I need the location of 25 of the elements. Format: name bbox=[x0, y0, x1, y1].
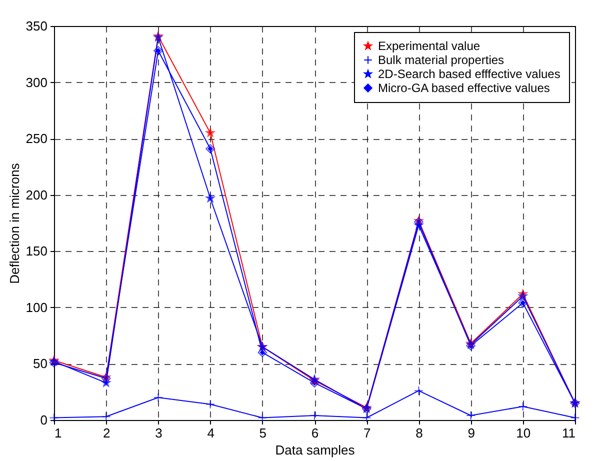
x-tick-label: 2 bbox=[102, 426, 110, 440]
y-tick-label: 150 bbox=[26, 244, 48, 259]
y-tick-label: 0 bbox=[40, 412, 48, 428]
legend-label: 2D-Search based efffective values bbox=[378, 67, 560, 81]
y-tick-label: 300 bbox=[26, 74, 48, 90]
x-tick-label: 6 bbox=[311, 426, 319, 440]
x-tick-label: 1 bbox=[54, 426, 62, 440]
x-tick-label: 7 bbox=[363, 426, 371, 440]
legend-label: Experimental value bbox=[378, 39, 480, 53]
y-tick-label: 50 bbox=[33, 356, 48, 372]
x-tick-label: 4 bbox=[207, 426, 214, 440]
x-tick-label: 8 bbox=[416, 426, 423, 440]
legend-label: Bulk material properties bbox=[378, 53, 504, 67]
x-tick-label: 3 bbox=[155, 426, 162, 440]
x-tick-label: 11 bbox=[562, 426, 576, 440]
legend-label: Micro-GA based effective values bbox=[378, 81, 550, 95]
y-tick-label: 350 bbox=[26, 18, 48, 34]
x-tick-label: 5 bbox=[259, 426, 267, 440]
x-axis-title: Data samples bbox=[275, 442, 356, 458]
y-tick-label: 200 bbox=[26, 187, 48, 202]
x-tick-label: 10 bbox=[516, 426, 531, 440]
y-axis-title: Deflection in microns bbox=[6, 162, 22, 284]
x-tick-label: 9 bbox=[468, 426, 475, 440]
y-tick-label: 250 bbox=[26, 131, 48, 146]
y-tick-label: 100 bbox=[26, 300, 48, 315]
